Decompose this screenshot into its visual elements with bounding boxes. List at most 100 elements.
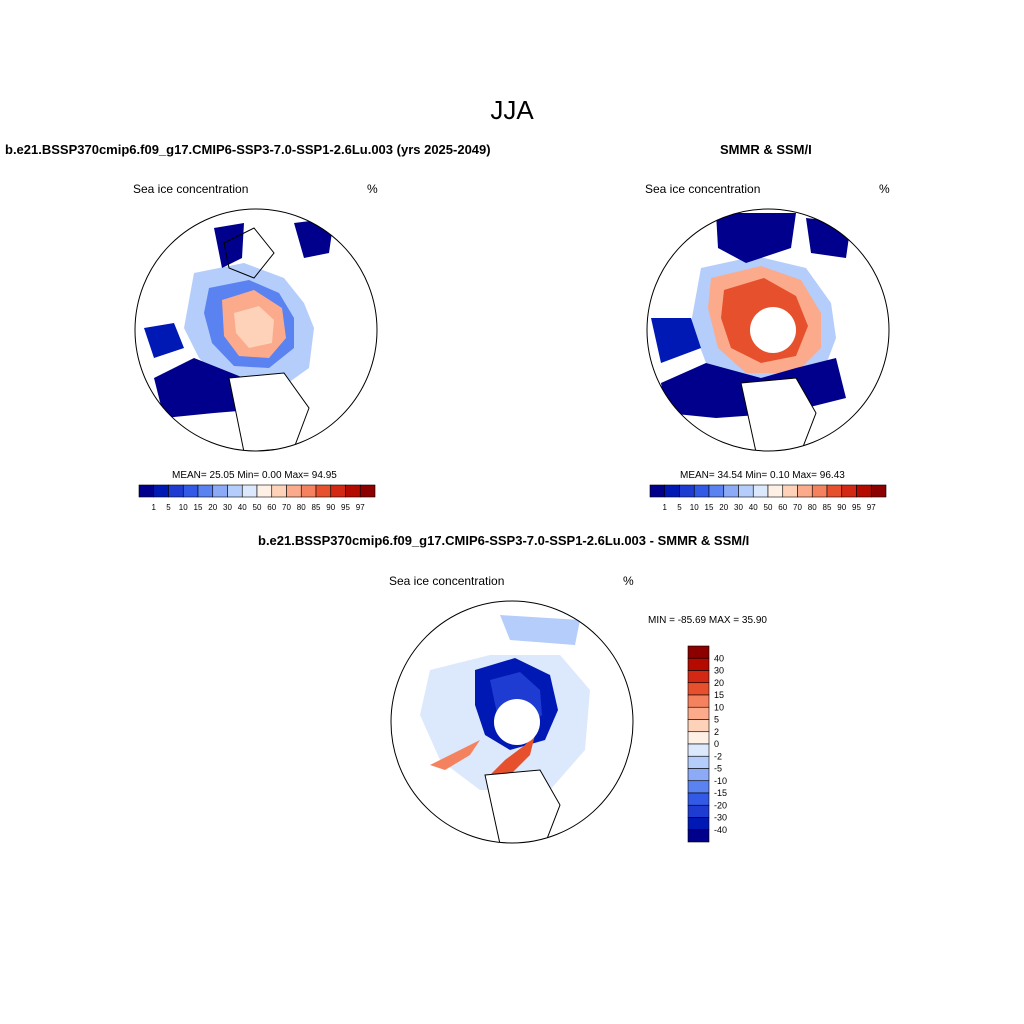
panel3-barents-gain-streak (430, 740, 480, 770)
panel3-polar-map (390, 600, 634, 844)
panel3-shelf-gain-streak (490, 735, 535, 785)
panel1-colorbar-swatch (300, 484, 317, 498)
panel1-colorbar-tick-label: 95 (341, 503, 350, 512)
panel3-colorbar-tick-label: 2 (714, 727, 719, 737)
panel2-title: SMMR & SSM/I (720, 142, 812, 157)
panel2-colorbar-swatch (797, 484, 813, 498)
panel2-hudson-ice (806, 218, 851, 258)
panel1-colorbar-tick-label: 15 (194, 503, 203, 512)
panel1-land-east (228, 372, 310, 451)
panel1-baffin-ice (214, 223, 244, 268)
panel1-units-label: % (367, 182, 378, 196)
panel2-colorbar-swatch (841, 484, 857, 498)
panel3-colorbar-tick-label: 0 (714, 739, 719, 749)
panel3-colorbar-swatch (687, 706, 710, 720)
panel3-colorbar-swatch (687, 755, 710, 769)
panel1-title: b.e21.BSSP370cmip6.f09_g17.CMIP6-SSP3-7.… (5, 142, 491, 157)
panel1-colorbar-tick-label: 97 (356, 503, 365, 512)
panel2-colorbar-swatch (826, 484, 843, 498)
panel2-colorbar-tick-label: 90 (837, 503, 846, 512)
panel3-colorbar-tick-label: -20 (714, 800, 727, 810)
panel2-colorbar-swatch (856, 484, 872, 498)
panel3-colorbar-tick-label: 20 (714, 678, 724, 688)
panel1-barents-ice (144, 323, 184, 358)
panel1-colorbar-swatch (138, 484, 155, 498)
panel3-variable-label: Sea ice concentration (389, 574, 505, 588)
panel1-colorbar-swatch (182, 484, 199, 498)
panel1-colorbar-tick-label: 70 (282, 503, 291, 512)
panel3-colorbar-swatch (687, 682, 710, 696)
panel3-pole-hole (494, 699, 540, 745)
panel2-colorbar-tick-label: 70 (793, 503, 802, 512)
panel2-colorbar-swatch (649, 484, 666, 498)
panel1-colorbar-tick-label: 85 (312, 503, 321, 512)
panel3-colorbar-tick-label: 15 (714, 690, 724, 700)
panel3-colorbar-tick-label: -10 (714, 776, 727, 786)
panel1-colorbar-swatch (241, 484, 258, 498)
panel1-colorbar-swatch (212, 484, 228, 498)
panel2-colorbar-tick-label: 20 (719, 503, 728, 512)
panel3-colorbar-tick-label: -15 (714, 788, 727, 798)
panel2-colorbar-tick-label: 50 (764, 503, 773, 512)
panel3-stats: MIN = -85.69 MAX = 35.90 (648, 615, 767, 626)
panel3-colorbar-swatch (687, 817, 710, 831)
panel2-colorbar-tick-label: 97 (867, 503, 876, 512)
panel2-colorbar-swatch (870, 484, 887, 498)
panel2-colorbar-swatch (723, 484, 739, 498)
panel1-colorbar-swatch (153, 484, 169, 498)
panel3-colorbar-swatch (687, 829, 710, 843)
panel1-colorbar-tick-label: 80 (297, 503, 306, 512)
panel1-colorbar-swatch (197, 484, 214, 498)
panel1-colorbar-swatch (359, 484, 376, 498)
panel3-units-label: % (623, 574, 634, 588)
panel1-colorbar-swatch (256, 484, 273, 498)
panel3-colorbar-tick-label: -2 (714, 751, 722, 761)
panel3-colorbar-tick-label: 30 (714, 666, 724, 676)
panel1-colorbar-tick-label: 10 (179, 503, 188, 512)
panel3-colorbar-swatch (687, 743, 710, 757)
panel2-polar-map (646, 208, 890, 452)
panel1-colorbar-tick-label: 30 (223, 503, 232, 512)
panel2-colorbar-tick-label: 5 (677, 503, 682, 512)
panel2-colorbar-swatch (664, 484, 680, 498)
panel2-colorbar-tick-label: 95 (852, 503, 861, 512)
panel2-colorbar-tick-label: 10 (690, 503, 699, 512)
panel3-colorbar-swatch (687, 768, 710, 782)
panel1-colorbar-swatch (286, 484, 302, 498)
panel2-variable-label: Sea ice concentration (645, 182, 761, 196)
panel2-colorbar-swatch (708, 484, 725, 498)
panel2-colorbar-swatch (738, 484, 754, 498)
panel3-colorbar-swatch (687, 780, 710, 794)
panel3-colorbar-swatch (687, 694, 710, 708)
panel3-colorbar-tick-label: 10 (714, 702, 724, 712)
panel1-polar-map (134, 208, 378, 452)
panel3-hudson-light (500, 615, 580, 645)
panel3-colorbar-tick-label: 5 (714, 715, 719, 725)
panel1-colorbar-swatch (345, 484, 361, 498)
panel1-colorbar-tick-label: 20 (208, 503, 217, 512)
panel2-colorbar-swatch (679, 484, 695, 498)
panel2-colorbar: 1 5 10 15 20 30 40 50 60 70 80 85 90 95 97 (649, 484, 887, 512)
panel1-colorbar-swatch (227, 484, 243, 498)
panel2-units-label: % (879, 182, 890, 196)
panel1-colorbar-tick-label: 40 (238, 503, 247, 512)
panel2-colorbar-swatch (767, 484, 784, 498)
panel2-stats: MEAN= 34.54 Min= 0.10 Max= 96.43 (680, 470, 845, 481)
panel3-colorbar-swatch (687, 719, 710, 733)
panel3-colorbar-tick-label: -30 (714, 813, 727, 823)
panel3-colorbar-swatch (687, 792, 710, 806)
panel2-baffin-ice (716, 213, 796, 263)
figure-title: JJA (490, 95, 534, 125)
panel1-colorbar-swatch (271, 484, 287, 498)
panel3-colorbar-swatch (687, 645, 710, 659)
panel3-colorbar-swatch (687, 657, 710, 671)
panel2-colorbar-tick-label: 80 (808, 503, 817, 512)
panel1-colorbar-tick-label: 5 (166, 503, 171, 512)
panel1-colorbar-tick-label: 90 (326, 503, 335, 512)
panel2-colorbar-tick-label: 40 (749, 503, 758, 512)
panel1-variable-label: Sea ice concentration (133, 182, 249, 196)
panel1-colorbar-tick-label: 1 (152, 503, 157, 512)
panel1-colorbar-tick-label: 50 (253, 503, 262, 512)
panel2-colorbar-tick-label: 85 (823, 503, 832, 512)
panel1-ice-core-inner (234, 306, 274, 348)
